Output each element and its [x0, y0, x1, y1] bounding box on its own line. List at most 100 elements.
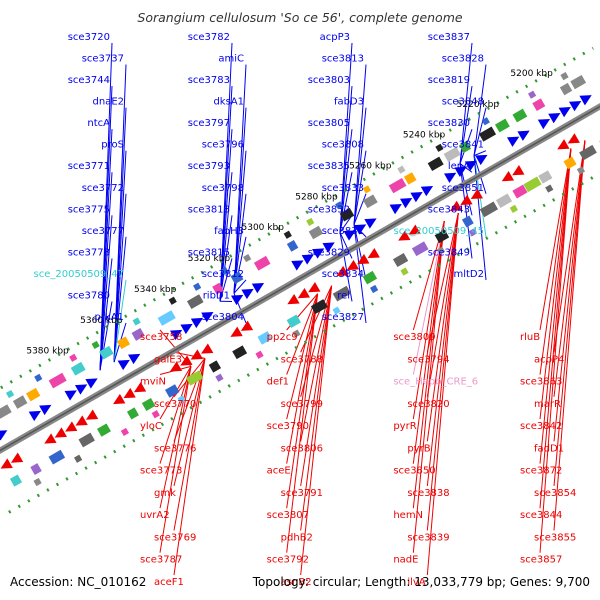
label-leader-line [99, 301, 113, 371]
gene-label: sce3850 [393, 466, 435, 477]
gene-label: sce3782 [188, 32, 230, 43]
gene-label: sce3851 [442, 183, 484, 194]
gene-label: sce3773 [140, 466, 182, 477]
gene-label: sce3849 [428, 247, 470, 258]
gene-label: sce3796 [202, 140, 244, 151]
label-leader-line [473, 64, 487, 156]
forward-gene-arrow [454, 166, 467, 178]
feature-block [255, 350, 264, 359]
label-leader-line [353, 150, 367, 225]
gene-label: sce3832 [308, 204, 350, 215]
forward-gene-arrow [231, 294, 244, 306]
forward-gene-arrow [322, 242, 335, 253]
gene-label: sce3769 [154, 532, 196, 543]
reverse-gene-arrow [287, 293, 300, 305]
kbp-tick-label: 5320 kbp [188, 254, 231, 264]
gene-label: nadE [393, 555, 418, 566]
label-leader-line [233, 279, 247, 294]
label-leader-line [539, 148, 572, 331]
gene-label: sce3844 [520, 510, 562, 521]
gene-label: acpP4 [534, 354, 564, 365]
gene-label: sce3806 [281, 443, 323, 454]
gene-label: sce3815 [188, 247, 230, 258]
feature-block [186, 294, 204, 310]
feature-block [363, 194, 378, 209]
gene-label: sce3830 [428, 118, 470, 129]
feature-block [69, 353, 78, 362]
label-leader-line [113, 279, 127, 363]
feature-block [97, 423, 111, 437]
gene-label: sce3843 [428, 204, 470, 215]
reverse-gene-arrow [230, 326, 243, 337]
gene-label: sce3872 [520, 466, 562, 477]
reverse-gene-arrow [190, 349, 203, 360]
gene-label: asnB2 [281, 577, 312, 588]
feature-block [576, 166, 586, 175]
label-leader-line [459, 86, 473, 164]
label-leader-line [539, 148, 572, 509]
reverse-gene-arrow [85, 409, 99, 420]
gene-label: pp2c9 [267, 332, 298, 343]
gene-label: sce3758 [140, 332, 182, 343]
gene-label: sce3837 [428, 32, 470, 43]
label-leader-line [173, 358, 206, 576]
gene-label: sce3808 [322, 140, 364, 151]
feature-block [220, 266, 229, 276]
label-leader-line [300, 285, 333, 531]
reverse-gene-arrow [240, 320, 254, 331]
gene-label: sce3848 [442, 97, 484, 108]
feature-block [512, 184, 528, 199]
gene-label: sce3831 [322, 226, 364, 237]
feature-block [120, 427, 129, 437]
forward-gene-arrow [364, 218, 377, 229]
gene-label: sce3803 [308, 75, 350, 86]
feature-block [132, 317, 141, 326]
label-leader-lines [99, 42, 586, 576]
label-leader-line [99, 215, 113, 371]
gene-label: dnaE2 [93, 97, 125, 108]
kbp-tick-label: 5280 kbp [295, 192, 338, 202]
label-leader-line [353, 224, 367, 324]
reverse-gene-arrow [308, 282, 321, 293]
kbp-tick-label: 5300 kbp [242, 223, 285, 233]
feature-block [495, 193, 513, 208]
gene-label: mviN [140, 377, 166, 388]
gene-label: pyrR [393, 421, 416, 432]
accession-text: Accession: NC_010162 [10, 575, 146, 589]
gene-label: acpP3 [320, 32, 350, 43]
feature-block [131, 327, 145, 341]
feature-block [436, 246, 446, 255]
gene-label: sce3798 [202, 183, 244, 194]
gene-label: marR [534, 399, 561, 410]
gene-label: sce3793 [188, 161, 230, 172]
feature-block [339, 207, 355, 222]
gene-label: sce3792 [267, 555, 309, 566]
feature-block [392, 253, 409, 268]
feature-block [570, 74, 587, 90]
reverse-gene-arrow [75, 415, 88, 426]
gene-label: ilvA [407, 577, 425, 588]
feature-block [559, 82, 573, 96]
feature-block [335, 201, 344, 210]
gene-label: sce3857 [520, 555, 562, 566]
feature-block [12, 395, 28, 409]
backbone-core [0, 105, 600, 452]
feature-block [468, 228, 477, 237]
feature-block [243, 253, 252, 263]
reverse-gene-arrow [113, 393, 126, 405]
feature-block [141, 397, 156, 411]
feature-block [215, 373, 224, 382]
gene-label: sce3842 [520, 421, 562, 432]
kbp-scale-track: 5200 kbp 5220 kbp 5240 kbp 5260 kbp 5280 kbp… [0, 46, 600, 514]
gene-label: sce_20050509_45 [394, 226, 484, 237]
reverse-gene-arrow [398, 230, 411, 241]
label-leader-line [286, 293, 319, 553]
label-leader-line [219, 258, 233, 302]
reverse-gene-arrow [133, 381, 147, 393]
feature-block [177, 395, 186, 404]
feature-block [5, 389, 15, 399]
kbp-tick-label: 5220 kbp [457, 100, 500, 110]
feature-block [459, 140, 472, 154]
feature-block [157, 310, 176, 326]
